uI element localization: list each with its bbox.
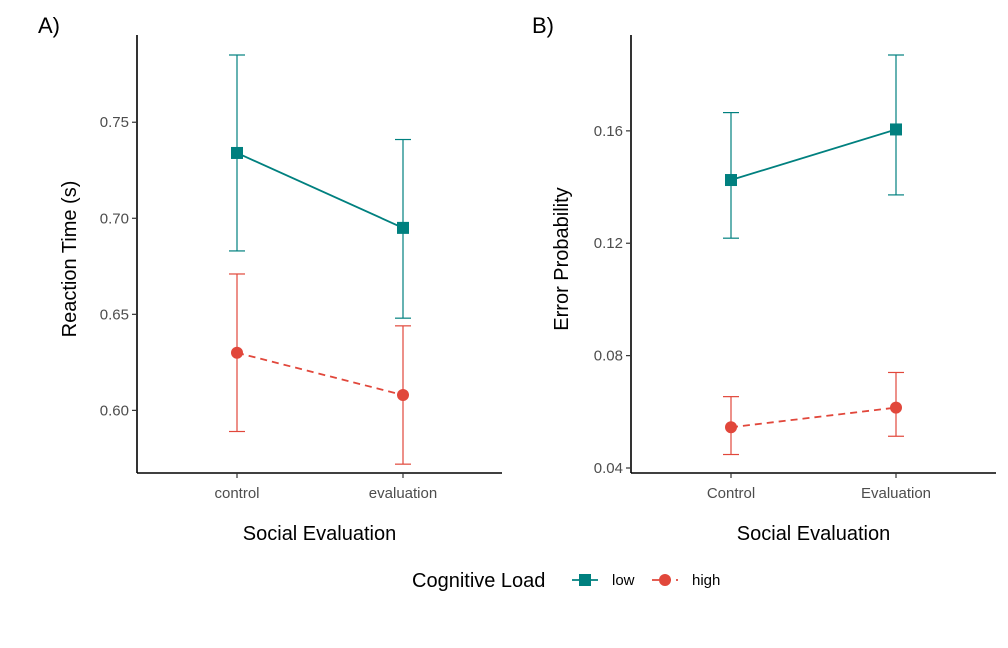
legend-title: Cognitive Load [412,570,545,592]
y-tick-label: 0.65 [100,306,129,323]
y-tick-label: 0.75 [100,114,129,131]
point-high [231,346,243,359]
point-high [397,389,409,402]
x-tick-label: control [214,485,259,502]
x-axis-title: Social Evaluation [243,523,396,545]
y-tick-label: 0.70 [100,210,129,227]
y-tick-label: 0.16 [594,123,623,140]
series-line-low [730,128,897,181]
point-low [231,146,243,159]
point-low [725,174,737,187]
point-low [397,221,409,234]
x-tick-label: Control [707,485,755,502]
series-high [723,371,904,456]
legend-label: low [612,572,635,589]
x-tick-label: evaluation [369,485,437,502]
x-tick-label: Evaluation [861,485,931,502]
panel-tag: B) [532,13,554,38]
legend-key-low [572,574,598,586]
series-line-high [730,406,897,429]
point-high [890,401,902,414]
y-tick-label: 0.08 [594,348,623,365]
y-tick-label: 0.60 [100,402,129,419]
series-low [723,54,904,239]
y-axis-title: Error Probability [551,187,573,330]
legend-key-marker [579,574,591,586]
x-axis-title: Social Evaluation [737,523,890,545]
legend-label: high [692,572,720,589]
point-low [890,123,902,136]
y-axis-title: Reaction Time (s) [59,181,81,338]
series-high [229,273,411,465]
y-tick-label: 0.04 [594,460,623,477]
panel-tag: A) [38,13,60,38]
series-low [229,54,411,319]
point-high [725,421,737,434]
panel-a: A) 0.60 0.65 0.70 0.75 control evaluation Socia… [38,13,502,545]
y-tick-label: 0.12 [594,235,623,252]
series-line-low [236,152,404,229]
legend-key-marker [659,574,671,586]
legend: Cognitive Load low high [412,570,720,592]
legend-key-high [652,574,678,586]
panel-b: B) 0.04 0.08 0.12 0.16 Control Evaluation Socia… [532,13,996,545]
series-line-high [236,351,404,396]
